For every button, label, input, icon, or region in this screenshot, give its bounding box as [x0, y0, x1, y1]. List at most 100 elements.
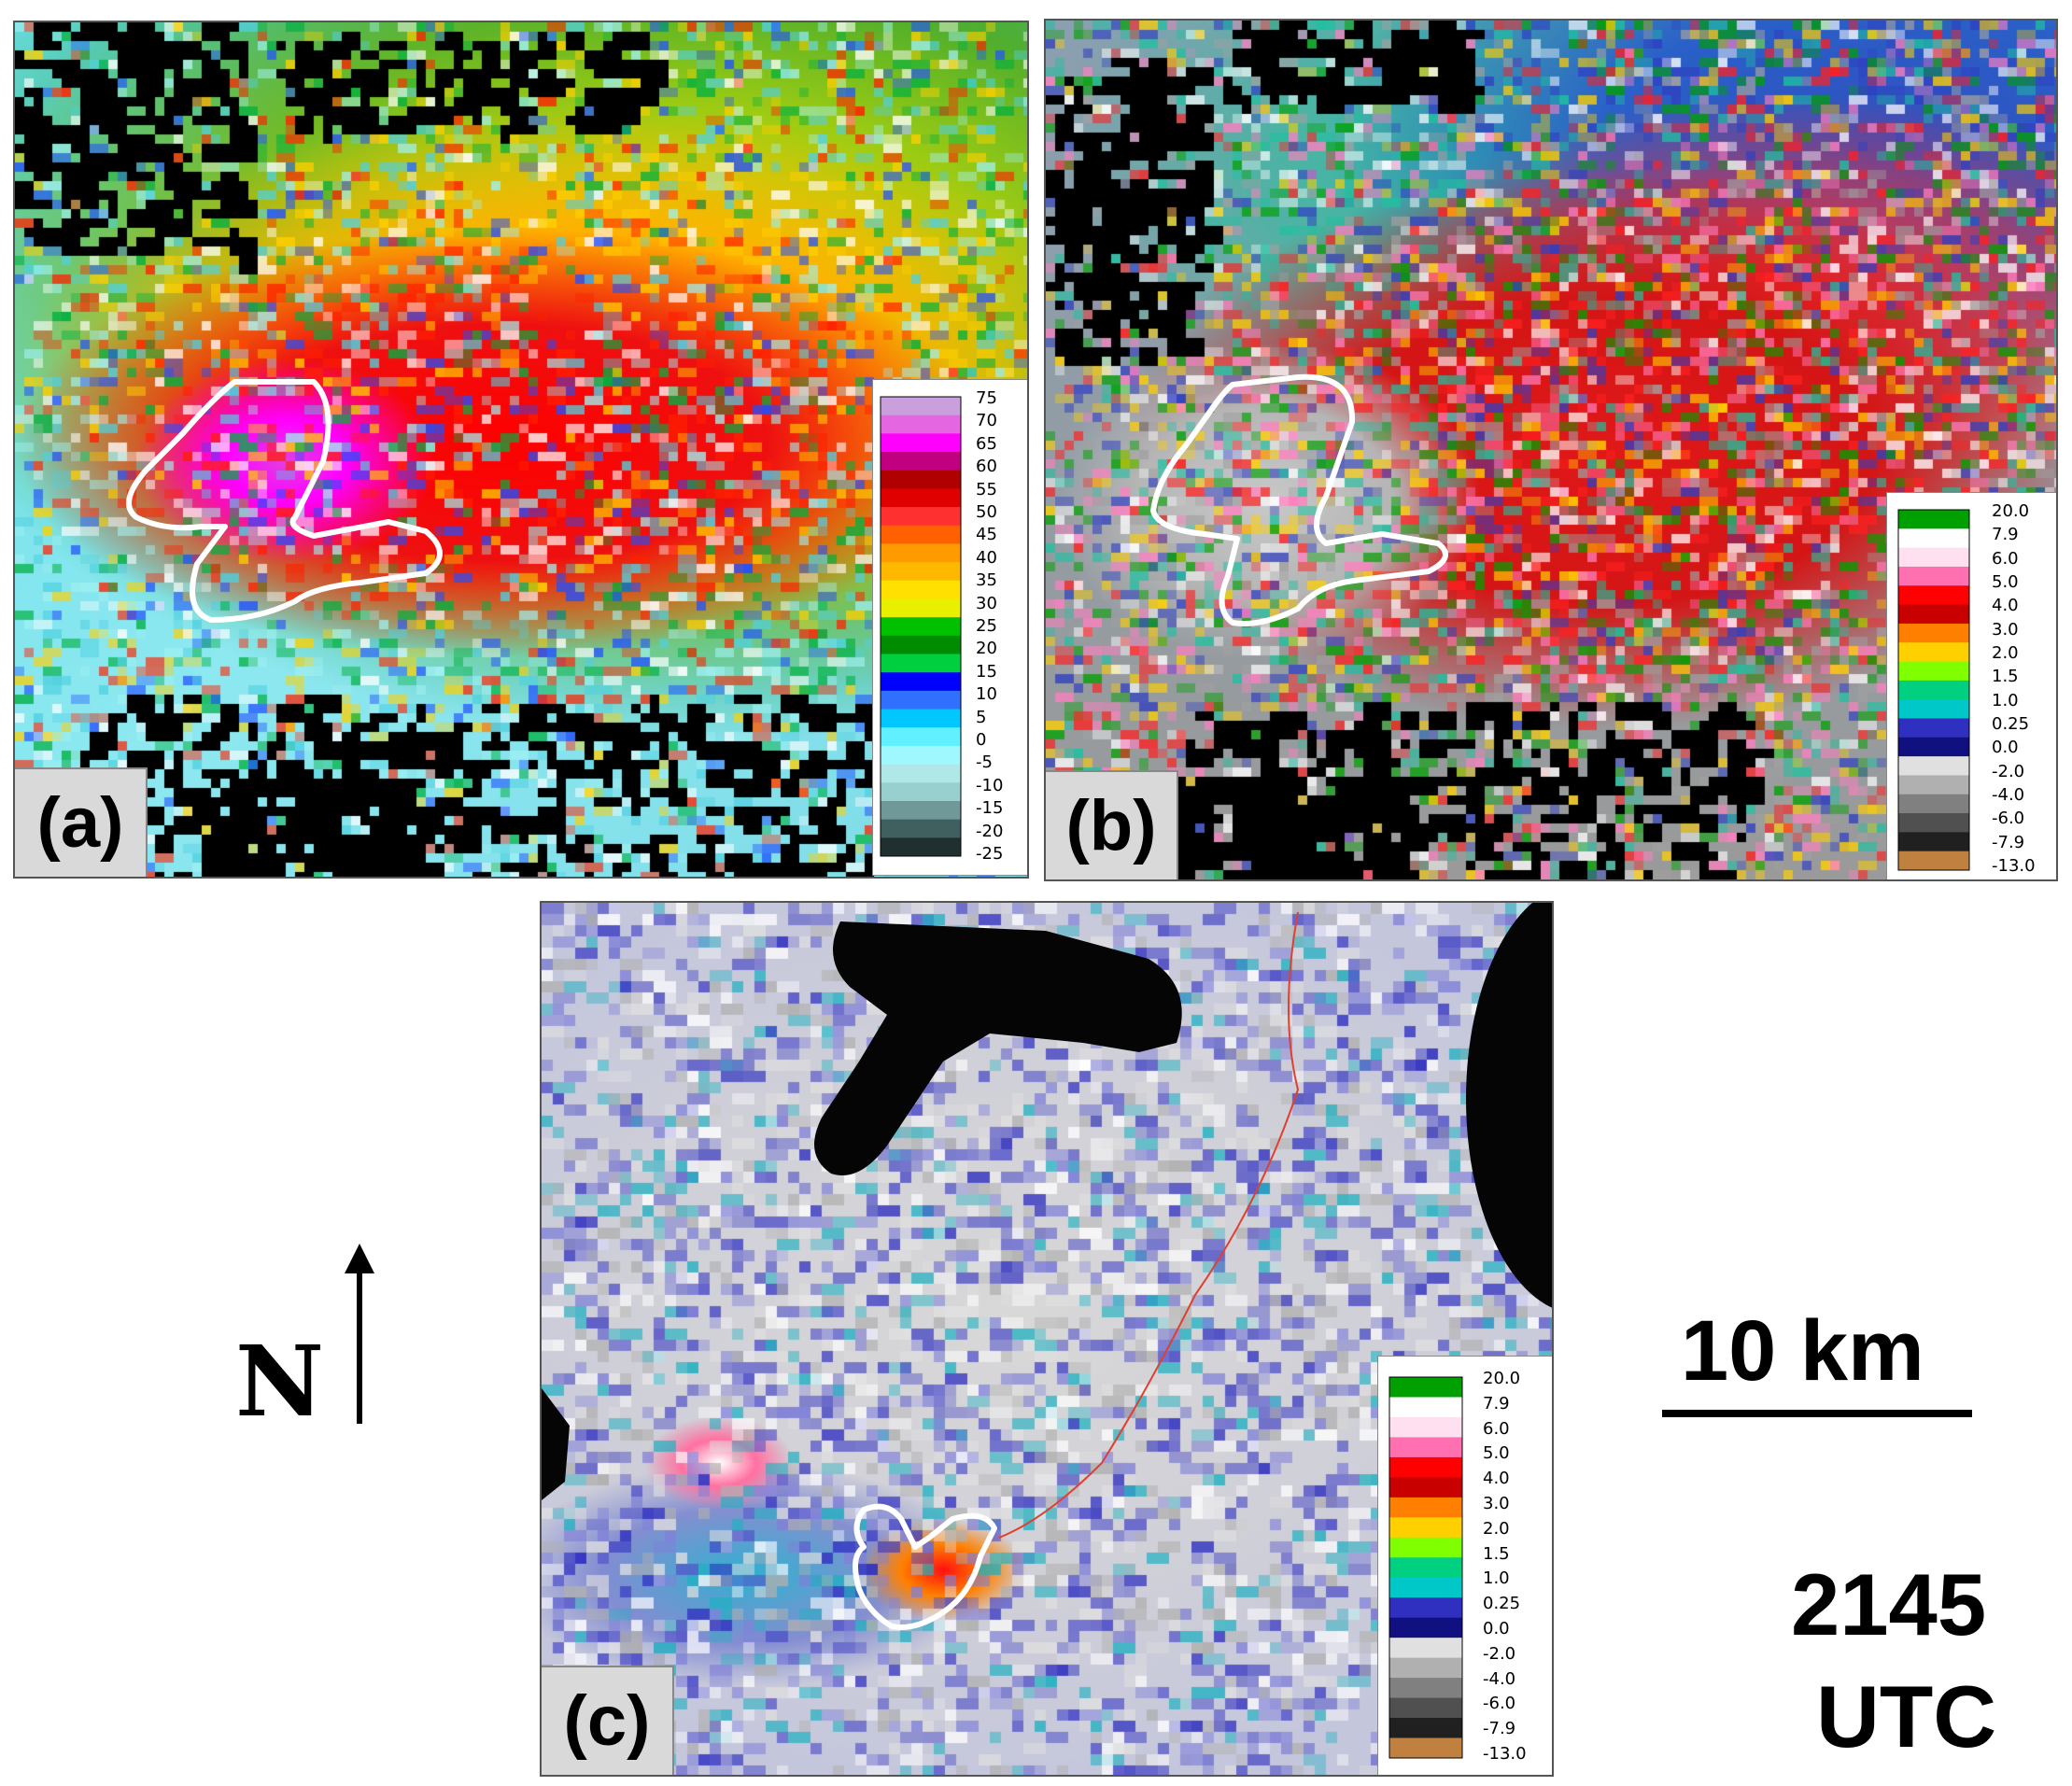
- panel-a-legend-swatches: [880, 396, 962, 857]
- legend-tick-label: 0.0: [1992, 738, 2019, 758]
- legend-swatch: [1389, 1477, 1462, 1498]
- legend-tick-label: 5.0: [1992, 572, 2019, 592]
- legend-swatch: [881, 433, 961, 453]
- legend-tick-label: 1.5: [1483, 1543, 1510, 1564]
- legend-swatch: [1898, 718, 1969, 738]
- legend-swatch: [1389, 1577, 1462, 1598]
- legend-swatch: [1898, 699, 1969, 719]
- legend-swatch: [881, 470, 961, 489]
- legend-tick-label: 20.0: [1992, 501, 2030, 521]
- panel-c-legend-swatches: [1388, 1376, 1463, 1759]
- legend-tick-label: 40: [976, 547, 997, 568]
- legend-tick-label: 4.0: [1483, 1469, 1510, 1489]
- legend-swatch: [881, 745, 961, 766]
- legend-swatch: [881, 562, 961, 582]
- legend-swatch: [1898, 794, 1969, 814]
- legend-tick-label: 65: [976, 433, 997, 454]
- panel-a-outline: [126, 379, 443, 623]
- panel-c-no-echo-region: [814, 921, 1182, 1175]
- legend-tick-label: -2.0: [1483, 1643, 1516, 1664]
- legend-tick-label: 50: [976, 502, 997, 522]
- panel-b-outline: [1150, 373, 1448, 626]
- panel-a-label: (a): [15, 767, 148, 877]
- legend-tick-label: -20: [976, 821, 1004, 841]
- legend-tick-label: -5: [976, 752, 993, 773]
- legend-swatch: [881, 654, 961, 673]
- legend-swatch: [1389, 1678, 1462, 1699]
- legend-tick-label: 3.0: [1992, 619, 2019, 640]
- legend-tick-label: 7.9: [1992, 525, 2019, 545]
- legend-swatch: [1898, 756, 1969, 776]
- legend-swatch: [881, 709, 961, 728]
- legend-swatch: [1389, 1397, 1462, 1418]
- legend-tick-label: 30: [976, 593, 997, 613]
- legend-swatch: [881, 690, 961, 710]
- legend-swatch: [881, 543, 961, 563]
- panel-c-color-legend: 20.0 7.9 6.0 5.0 4.0 3.0 2.0 1.5 1.0 0.25 0.0 -2.0 -…: [1377, 1356, 1552, 1775]
- panel-c-road-line: [998, 911, 1300, 1539]
- legend-swatch: [881, 507, 961, 527]
- legend-tick-label: 35: [976, 570, 997, 591]
- legend-tick-label: 2.0: [1483, 1518, 1510, 1539]
- legend-tick-label: 6.0: [1992, 548, 2019, 569]
- legend-tick-label: 60: [976, 457, 997, 477]
- legend-tick-label: 1.0: [1483, 1568, 1510, 1589]
- legend-tick-label: -13.0: [1483, 1744, 1527, 1764]
- legend-swatch: [1898, 775, 1969, 795]
- legend-swatch: [1898, 528, 1969, 549]
- panel-c-label: (c): [542, 1666, 674, 1775]
- panel-b-label: (b): [1046, 770, 1178, 879]
- legend-tick-label: 6.0: [1483, 1418, 1510, 1439]
- time-label: 2145: [1791, 1555, 1987, 1653]
- legend-swatch: [1898, 661, 1969, 682]
- legend-swatch: [1389, 1597, 1462, 1619]
- legend-swatch: [1389, 1517, 1462, 1539]
- legend-swatch: [1389, 1437, 1462, 1458]
- legend-swatch: [881, 598, 961, 618]
- legend-swatch: [1389, 1617, 1462, 1638]
- legend-swatch: [1898, 585, 1969, 606]
- legend-tick-label: 0.0: [1483, 1619, 1510, 1638]
- legend-swatch: [881, 782, 961, 802]
- scale-bar: [1662, 1410, 1972, 1417]
- legend-tick-label: -25: [976, 844, 1004, 864]
- legend-tick-label: 10: [976, 684, 997, 705]
- legend-swatch: [881, 764, 961, 783]
- legend-swatch: [881, 488, 961, 508]
- legend-swatch: [881, 580, 961, 599]
- legend-tick-label: 55: [976, 479, 997, 499]
- legend-swatch: [1389, 1377, 1462, 1398]
- legend-tick-label: 5: [976, 707, 987, 727]
- legend-swatch: [1898, 566, 1969, 586]
- panel-a-reflectivity-map: (a) 75 70 65 60 55 50 45 40 35 30 25 20 15 10 5 0 -5 -10-…: [13, 21, 1029, 879]
- legend-tick-label: -4.0: [1483, 1668, 1516, 1689]
- legend-tick-label: -2.0: [1992, 761, 2025, 781]
- legend-swatch: [1898, 813, 1969, 833]
- legend-tick-label: -13.0: [1992, 856, 2036, 876]
- legend-swatch: [1389, 1416, 1462, 1438]
- legend-swatch: [881, 635, 961, 655]
- legend-tick-label: 75: [976, 388, 997, 408]
- legend-tick-label: 70: [976, 411, 997, 431]
- panel-b-legend-swatches: [1897, 509, 1970, 871]
- legend-tick-label: 25: [976, 616, 997, 636]
- legend-swatch: [881, 415, 961, 434]
- panel-a-color-legend: 75 70 65 60 55 50 45 40 35 30 25 20 15 10 5 0 -5 -10 -15 -2…: [872, 379, 1027, 876]
- legend-frame: [1388, 1376, 1463, 1759]
- legend-tick-label: 0.25: [1483, 1594, 1521, 1614]
- legend-swatch: [1898, 623, 1969, 643]
- legend-swatch: [1898, 737, 1969, 757]
- legend-swatch: [881, 617, 961, 637]
- north-label: N: [235, 1324, 325, 1439]
- legend-tick-label: 1.0: [1992, 690, 2019, 710]
- legend-swatch: [1389, 1697, 1462, 1719]
- scale-bar-label: 10 km: [1681, 1303, 1924, 1399]
- legend-swatch: [881, 819, 961, 838]
- legend-tick-label: 0.25: [1992, 714, 2030, 734]
- legend-swatch: [881, 397, 961, 416]
- legend-swatch: [1389, 1537, 1462, 1558]
- legend-swatch: [881, 525, 961, 544]
- legend-tick-label: 20: [976, 639, 997, 659]
- legend-swatch: [1898, 547, 1969, 568]
- legend-tick-label: 7.9: [1483, 1393, 1510, 1413]
